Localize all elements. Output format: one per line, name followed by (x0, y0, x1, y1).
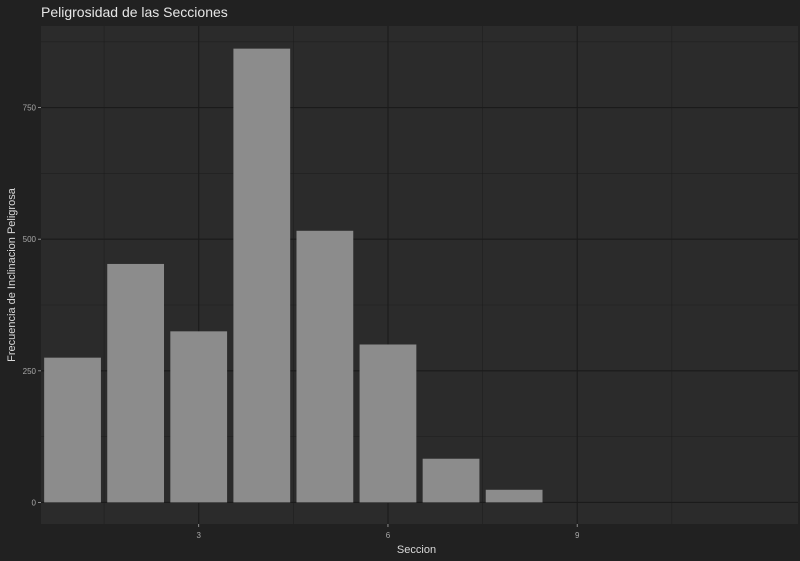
bar-seccion-6 (359, 344, 417, 503)
y-axis-title: Frecuencia de Inclinacion Peligrosa (6, 187, 18, 362)
bar-seccion-4 (233, 48, 291, 503)
bar-seccion-5 (296, 230, 354, 503)
bar-seccion-1 (44, 357, 101, 503)
bar-seccion-7 (422, 458, 480, 503)
x-tick-label: 3 (196, 531, 201, 540)
bar-seccion-2 (107, 263, 165, 503)
bar-seccion-3 (170, 331, 228, 503)
x-tick-label: 9 (575, 531, 580, 540)
x-axis-title: Seccion (397, 544, 436, 556)
y-tick-label: 0 (32, 498, 37, 507)
y-tick-label: 250 (23, 367, 37, 376)
bars (44, 48, 543, 503)
x-axis-ticks: 3 6 9 (196, 524, 580, 540)
chart-title: Peligrosidad de las Secciones (41, 4, 228, 20)
y-tick-label: 750 (23, 104, 37, 113)
y-axis-ticks: 0 250 500 750 (23, 104, 41, 507)
bar-seccion-8 (485, 489, 543, 503)
y-tick-label: 500 (23, 235, 37, 244)
grid-lines (41, 26, 798, 524)
x-tick-label: 6 (386, 531, 391, 540)
